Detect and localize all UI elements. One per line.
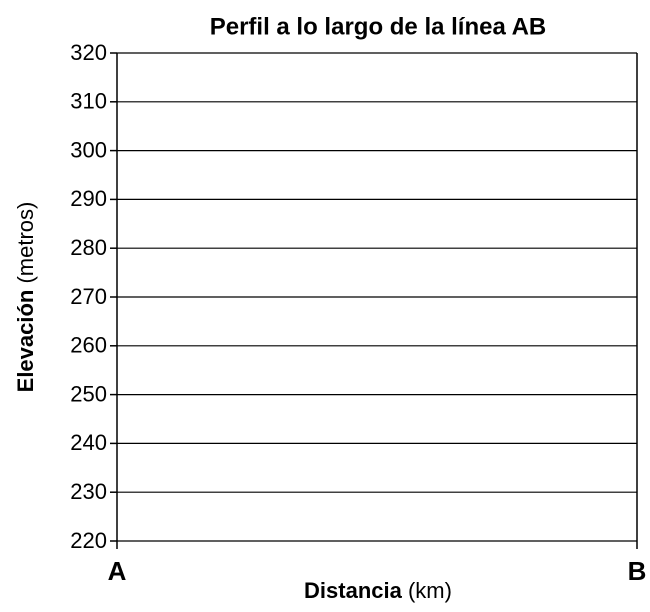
y-axis-label-unit: (metros) [13, 202, 38, 284]
y-tick-label: 290 [70, 186, 107, 211]
y-tick-label: 260 [70, 333, 107, 358]
chart-title: Perfil a lo largo de la línea AB [210, 13, 547, 40]
y-tick-label: 250 [70, 381, 107, 406]
y-tick-label: 280 [70, 235, 107, 260]
y-tick-label: 230 [70, 479, 107, 504]
x-axis-label: Distancia (km) [304, 578, 452, 603]
y-tick-label: 320 [70, 40, 107, 65]
y-tick-label: 270 [70, 284, 107, 309]
y-tick-label: 220 [70, 528, 107, 553]
y-tick-label: 300 [70, 137, 107, 162]
y-tick-label: 240 [70, 430, 107, 455]
x-axis-label-main: Distancia [304, 578, 403, 603]
x-tick-label: A [108, 556, 127, 586]
y-axis-label-main: Elevación [13, 290, 38, 393]
y-tick-label: 310 [70, 89, 107, 114]
y-axis-label: Elevación (metros) [13, 202, 38, 393]
x-tick-label: B [628, 556, 647, 586]
x-axis-label-unit: (km) [408, 578, 452, 603]
